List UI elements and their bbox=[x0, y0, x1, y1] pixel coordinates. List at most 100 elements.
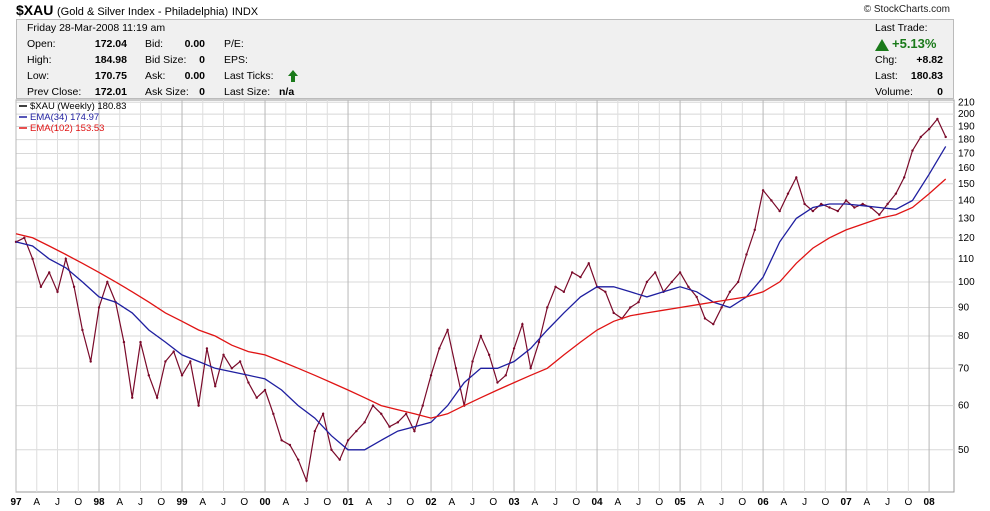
price-point bbox=[263, 388, 267, 392]
price-point bbox=[828, 206, 831, 209]
price-point bbox=[811, 209, 815, 213]
prev-close-value: 172.01 bbox=[94, 86, 127, 98]
chart-title: $XAU (Gold & Silver Index - Philadelphia… bbox=[16, 2, 258, 18]
price-point bbox=[404, 412, 408, 416]
price-point bbox=[429, 374, 433, 377]
price-point bbox=[653, 271, 657, 274]
bid-size-label: Bid Size: bbox=[145, 54, 187, 66]
x-tick-label: A bbox=[33, 497, 40, 508]
x-tick-label: J bbox=[387, 497, 392, 508]
y-tick-label: 150 bbox=[958, 179, 975, 190]
price-point bbox=[604, 290, 607, 294]
y-tick-label: 50 bbox=[958, 445, 970, 456]
x-tick-label: 07 bbox=[841, 497, 853, 508]
price-point bbox=[911, 149, 914, 152]
y-tick-label: 80 bbox=[958, 331, 970, 342]
price-point bbox=[413, 429, 416, 433]
price-point bbox=[421, 404, 424, 407]
price-point bbox=[147, 374, 151, 377]
copyright[interactable]: © StockCharts.com bbox=[863, 4, 950, 15]
x-tick-label: J bbox=[55, 497, 60, 508]
y-tick-label: 60 bbox=[958, 401, 970, 412]
last-value: 180.83 bbox=[910, 70, 943, 82]
price-point bbox=[23, 236, 26, 239]
price-point bbox=[346, 439, 350, 442]
price-point bbox=[454, 367, 458, 370]
price-point bbox=[836, 209, 839, 213]
price-point bbox=[546, 306, 549, 309]
price-point bbox=[761, 189, 765, 192]
x-tick-label: A bbox=[780, 497, 787, 508]
index-name: (Gold & Silver Index - Philadelphia) bbox=[56, 6, 229, 18]
price-point bbox=[878, 213, 881, 216]
x-tick-label: A bbox=[864, 497, 871, 508]
price-point bbox=[197, 404, 200, 407]
price-point bbox=[363, 421, 366, 424]
x-tick-label: O bbox=[157, 497, 165, 508]
x-tick-label: J bbox=[719, 497, 724, 508]
x-tick-label: A bbox=[116, 497, 123, 508]
price-point bbox=[562, 290, 566, 294]
price-point bbox=[214, 385, 217, 388]
x-tick-label: J bbox=[304, 497, 309, 508]
price-point bbox=[89, 360, 92, 363]
x-tick-label: 03 bbox=[508, 497, 520, 508]
price-point bbox=[355, 429, 358, 433]
last-ticks-label: Last Ticks: bbox=[224, 70, 274, 82]
y-tick-label: 90 bbox=[958, 302, 970, 313]
x-tick-label: A bbox=[199, 497, 206, 508]
last-label: Last: bbox=[875, 70, 898, 82]
price-point bbox=[122, 340, 126, 344]
x-tick-label: J bbox=[636, 497, 641, 508]
price-point bbox=[529, 367, 532, 370]
x-tick-label: J bbox=[553, 497, 558, 508]
open-value: 172.04 bbox=[94, 38, 127, 50]
x-tick-label: 05 bbox=[675, 497, 687, 508]
x-tick-label: O bbox=[904, 497, 912, 508]
last-size-value: n/a bbox=[279, 86, 295, 98]
x-tick-label: O bbox=[655, 497, 663, 508]
price-point bbox=[587, 262, 590, 265]
x-tick-label: O bbox=[240, 497, 248, 508]
price-point bbox=[81, 328, 84, 332]
price-point bbox=[819, 202, 823, 206]
price-point bbox=[861, 202, 864, 206]
price-point bbox=[728, 290, 732, 294]
price-point bbox=[288, 443, 292, 447]
price-point bbox=[396, 421, 400, 424]
price-point bbox=[736, 280, 740, 284]
volume-label: Volume: bbox=[875, 86, 913, 98]
price-point bbox=[521, 322, 524, 326]
price-point bbox=[180, 374, 184, 377]
price-point bbox=[64, 257, 68, 261]
price-point bbox=[106, 280, 109, 284]
price-point bbox=[678, 271, 682, 274]
price-point bbox=[687, 285, 690, 289]
x-tick-label: O bbox=[489, 497, 497, 508]
price-point bbox=[380, 412, 383, 416]
y-tick-label: 140 bbox=[958, 195, 975, 206]
ask-size-value: 0 bbox=[199, 86, 205, 98]
price-point bbox=[695, 295, 698, 299]
price-point bbox=[139, 340, 142, 344]
price-point bbox=[189, 360, 192, 363]
price-point bbox=[795, 176, 798, 179]
price-point bbox=[172, 350, 175, 353]
x-tick-label: A bbox=[531, 497, 538, 508]
x-tick-label: 98 bbox=[93, 497, 105, 508]
y-tick-label: 180 bbox=[958, 135, 975, 146]
chg-value: +8.82 bbox=[916, 54, 943, 66]
price-point bbox=[803, 202, 806, 206]
x-tick-label: O bbox=[406, 497, 414, 508]
x-tick-label: A bbox=[282, 497, 289, 508]
price-point bbox=[280, 439, 283, 442]
price-point bbox=[438, 347, 441, 350]
ask-size-label: Ask Size: bbox=[145, 86, 189, 98]
price-point bbox=[645, 280, 649, 284]
price-point bbox=[504, 374, 507, 377]
quote-panel: Friday 28-Mar-2008 11:19 am Open: 172.04… bbox=[16, 19, 954, 99]
price-point bbox=[305, 479, 308, 482]
bid-value: 0.00 bbox=[184, 38, 205, 50]
x-tick-label: J bbox=[221, 497, 226, 508]
x-tick-label: J bbox=[802, 497, 807, 508]
